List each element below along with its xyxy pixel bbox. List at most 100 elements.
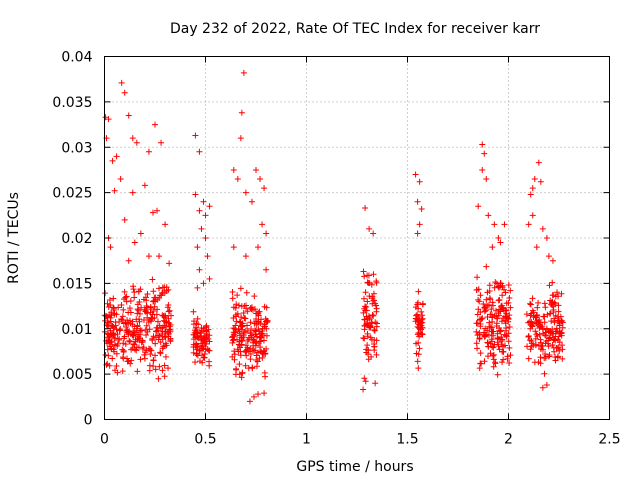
data-point [418, 205, 425, 212]
data-point [117, 176, 124, 183]
data-point [122, 341, 129, 348]
data-point [501, 221, 508, 228]
data-point [118, 79, 125, 86]
data-point [111, 325, 118, 332]
data-point [244, 322, 251, 329]
data-point [113, 362, 120, 369]
data-point [414, 331, 421, 338]
data-point [489, 244, 496, 251]
data-point [372, 380, 379, 387]
data-point [238, 326, 245, 333]
data-point [477, 360, 484, 367]
data-point [552, 337, 559, 344]
data-point [479, 166, 486, 173]
data-point [253, 166, 259, 173]
data-point [242, 253, 249, 260]
data-point [364, 342, 371, 349]
data-point [263, 332, 270, 339]
data-point [144, 290, 151, 297]
data-point [154, 207, 161, 214]
data-point [194, 284, 201, 291]
data-point [260, 337, 267, 344]
data-point [477, 292, 484, 299]
data-point [525, 355, 532, 362]
data-point [105, 331, 112, 338]
data-point [503, 300, 510, 307]
data-point [483, 263, 490, 270]
data-point [202, 212, 209, 219]
data-point [489, 302, 496, 309]
data-point [495, 235, 502, 241]
data-point [150, 363, 157, 370]
data-point [418, 308, 425, 315]
data-point [485, 212, 492, 219]
x-tick-labels: 0 0.5 1 1.5 2 2.5 [100, 432, 621, 448]
data-point [553, 328, 560, 335]
data-point [112, 319, 119, 326]
data-point [137, 327, 144, 334]
data-point [129, 189, 136, 196]
data-point [257, 176, 264, 183]
data-point [482, 307, 489, 314]
data-point [367, 334, 374, 341]
data-point [506, 360, 513, 367]
data-point [476, 298, 483, 305]
ticks [104, 56, 610, 420]
data-point [134, 310, 141, 317]
data-point [482, 333, 489, 340]
data-point [141, 182, 148, 189]
data-point [474, 320, 481, 327]
data-point [155, 375, 162, 382]
y-tick-label: 0.04 [61, 50, 92, 66]
data-point [492, 360, 499, 367]
data-point [474, 345, 481, 352]
data-point [252, 338, 259, 345]
data-point [502, 289, 509, 296]
data-point [156, 285, 163, 292]
data-point [242, 348, 249, 355]
data-point [365, 351, 372, 358]
data-point [505, 338, 512, 345]
data-point [190, 308, 197, 315]
data-point [242, 342, 249, 349]
y-tick-label: 0 [84, 413, 93, 429]
data-point [248, 329, 255, 336]
data-point [133, 139, 140, 146]
data-point [145, 148, 152, 155]
data-point [419, 324, 426, 331]
data-point [547, 310, 554, 317]
data-point [123, 298, 130, 305]
data-point [505, 282, 512, 289]
data-point [124, 317, 131, 324]
data-point [156, 253, 163, 260]
data-point [255, 391, 262, 398]
data-point [118, 302, 125, 309]
data-point [142, 294, 149, 301]
data-point [535, 299, 542, 306]
data-point [125, 112, 132, 119]
data-point [487, 350, 494, 357]
data-point [365, 272, 372, 279]
x-tick-label: 2.5 [598, 432, 620, 448]
data-point [525, 221, 532, 228]
data-point [114, 369, 121, 376]
data-point [102, 352, 109, 359]
data-point [537, 178, 544, 185]
data-point [229, 339, 236, 346]
data-point [257, 334, 264, 341]
data-point [238, 374, 245, 381]
x-tick-label: 1 [302, 432, 311, 448]
data-point [194, 244, 201, 251]
data-point [263, 317, 270, 324]
data-point [556, 339, 563, 346]
data-point [128, 346, 135, 353]
data-point [111, 335, 118, 342]
data-point [527, 191, 534, 198]
data-point [473, 340, 480, 347]
data-point [241, 315, 248, 322]
data-point [541, 300, 548, 307]
data-point [168, 312, 175, 319]
data-point [230, 166, 237, 173]
data-point [203, 330, 210, 337]
